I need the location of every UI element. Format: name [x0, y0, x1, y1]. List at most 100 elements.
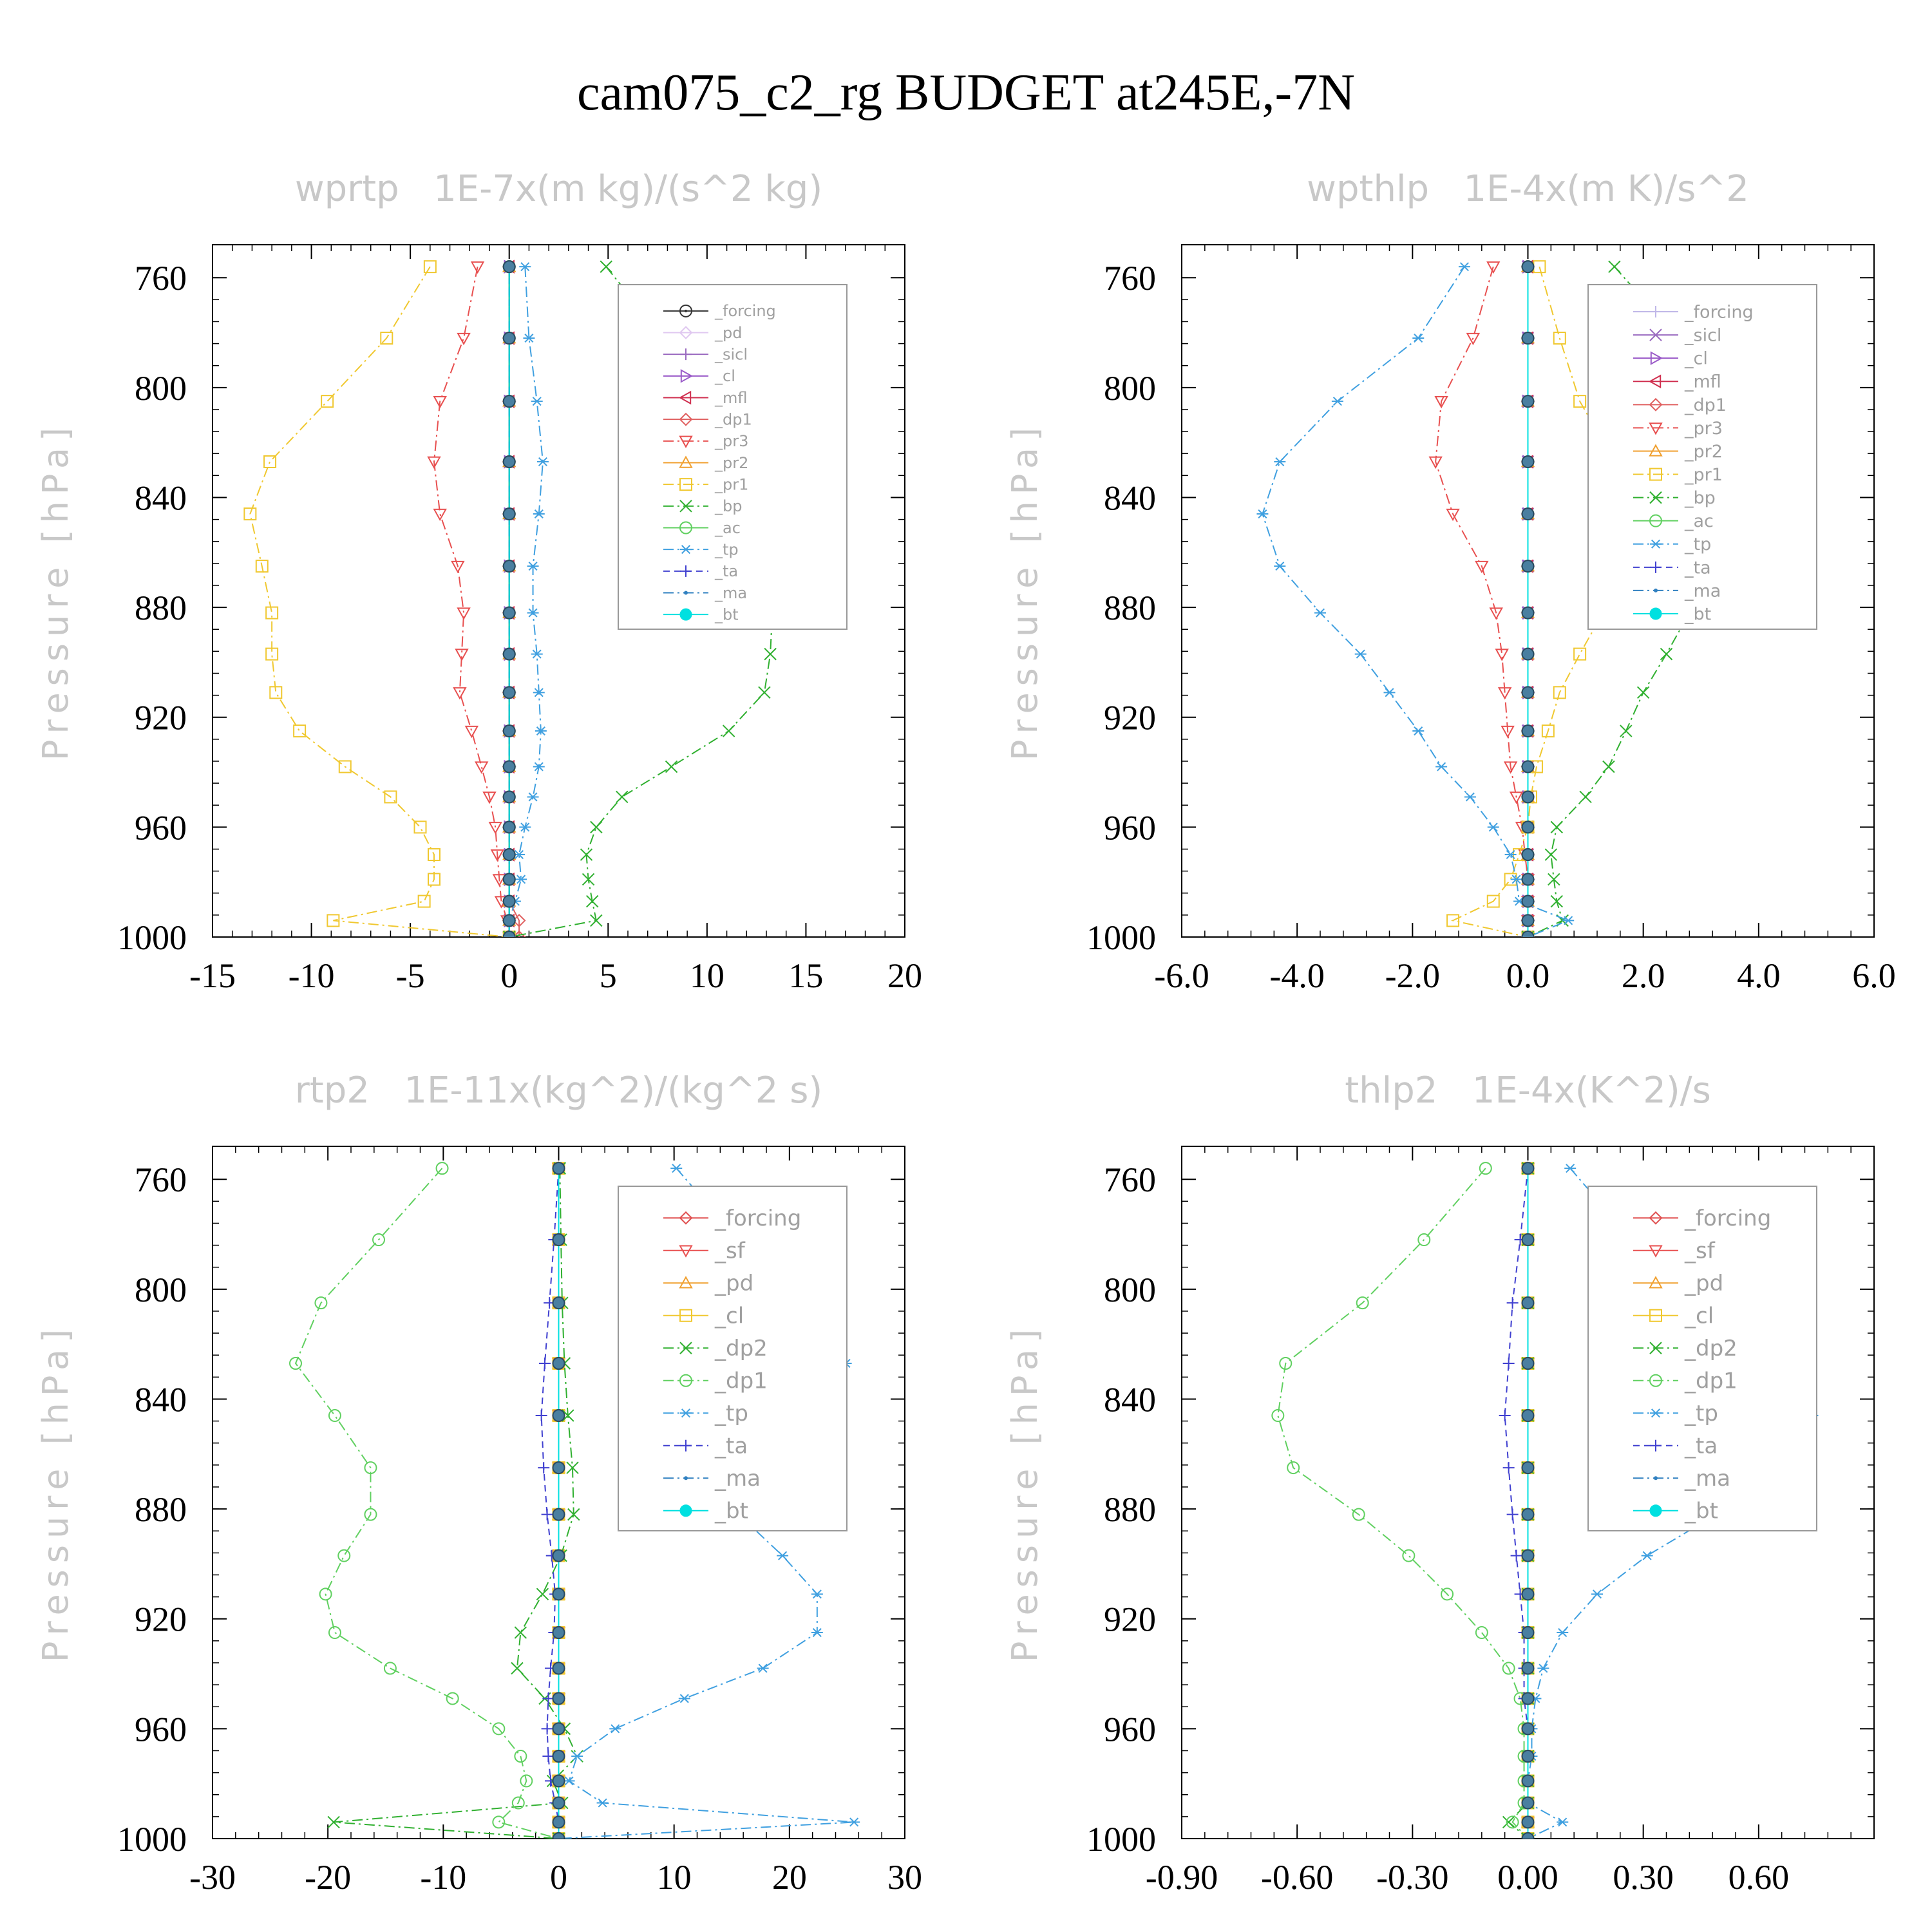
series-line [294, 1168, 559, 1839]
x-tick-label: -20 [305, 1858, 351, 1897]
y-tick-label: 880 [135, 1490, 187, 1529]
x-tick-label: -6.0 [1154, 956, 1209, 995]
data-point [552, 1750, 565, 1763]
legend-label: _pd [714, 1271, 753, 1296]
legend-item: _forcing [1633, 302, 1754, 322]
series-dp1 [502, 260, 526, 937]
zero-markers [502, 260, 516, 937]
chart-panel-3: -30 -20 -10 0 10 20 30 760 800 840 880 920 960 1000 rt… [35, 1070, 922, 1897]
x-tick-label: 2.0 [1622, 956, 1665, 995]
data-point [457, 607, 471, 620]
legend-item: _bp [1633, 488, 1716, 508]
plot-area [1271, 1161, 1819, 1839]
figure-title: cam075_c2_rg BUDGET at245E,-7N [577, 64, 1355, 121]
legend-item: _forcing [1633, 1206, 1771, 1231]
data-point [475, 761, 489, 774]
data-point [488, 822, 502, 835]
series-dp2 [1502, 1162, 1535, 1839]
data-point [433, 395, 447, 409]
legend-marker [679, 1211, 693, 1225]
data-point [1446, 508, 1460, 522]
legend-item: _cl [1633, 349, 1708, 369]
series-line [433, 266, 510, 937]
legend-item: _dp2 [663, 1336, 768, 1361]
data-point [1521, 395, 1535, 408]
data-point [1510, 875, 1522, 884]
y-axis-label: Pressure [hPa] [1005, 1323, 1045, 1662]
legend-item: _dp1 [663, 1368, 768, 1394]
data-point [502, 760, 516, 773]
data-point [527, 562, 539, 571]
data-point [1428, 456, 1443, 469]
legend-label: _forcing [714, 1206, 801, 1231]
data-point [542, 1692, 554, 1705]
data-point [464, 725, 479, 739]
data-point [1557, 1628, 1569, 1638]
y-tick-label: 1000 [117, 918, 187, 957]
data-point [243, 507, 257, 521]
legend-marker [680, 565, 692, 577]
series-line [334, 1168, 578, 1839]
data-point [1446, 914, 1460, 927]
data-point [1521, 560, 1535, 573]
legend-marker [679, 1309, 692, 1322]
data-point [567, 1508, 580, 1521]
data-point [502, 873, 516, 886]
legend-label: _pr3 [714, 432, 748, 450]
y-tick-label: 760 [135, 1160, 187, 1199]
data-point [519, 262, 531, 272]
legend-label: _dp1 [1684, 395, 1727, 415]
data-point [380, 332, 393, 345]
x-tick-label: -2.0 [1385, 956, 1440, 995]
legend-item: _bp [663, 497, 742, 515]
data-point [1314, 608, 1326, 618]
legend-marker [679, 500, 692, 513]
data-point [566, 1461, 579, 1474]
data-point [533, 509, 545, 519]
data-point [552, 1162, 565, 1175]
legend-marker [1649, 397, 1663, 412]
data-point [571, 1752, 583, 1761]
data-point [1501, 725, 1515, 739]
data-point [502, 914, 516, 927]
data-point [428, 873, 440, 886]
data-point [552, 1692, 565, 1705]
legend-item: _dp1 [1633, 1368, 1738, 1394]
panel-title: rtp2 1E-11x(kg^2)/(kg^2 s) [295, 1070, 822, 1112]
data-point [511, 1796, 525, 1810]
data-point [582, 873, 595, 886]
data-point [1521, 686, 1535, 699]
y-tick-label: 1000 [1086, 1820, 1156, 1859]
panel-title: wpthlp 1E-4x(m K)/s^2 [1307, 168, 1749, 210]
data-point [1608, 260, 1621, 273]
data-point [502, 507, 516, 521]
legend-item: _dp1 [663, 411, 752, 429]
legend-item: _tp [1633, 1401, 1718, 1426]
data-point [427, 456, 441, 469]
data-point [541, 1508, 553, 1520]
data-point [383, 1662, 397, 1675]
legend-marker [1650, 561, 1662, 573]
data-point [552, 1461, 565, 1475]
data-point [263, 455, 277, 469]
x-tick-label: 0 [550, 1858, 567, 1897]
series-line [508, 267, 544, 937]
data-point [1541, 724, 1555, 738]
data-point [1287, 1461, 1300, 1475]
data-point [552, 1587, 565, 1601]
data-point [580, 848, 593, 861]
data-point [502, 895, 516, 908]
data-point [1521, 1750, 1535, 1763]
legend-item: _pr1 [663, 476, 748, 494]
data-point [470, 261, 485, 274]
legend-label: _forcing [714, 302, 776, 320]
data-point [417, 895, 431, 908]
legend-item: _cl [663, 367, 735, 385]
legend-label: _tp [714, 541, 739, 559]
legend-label: _cl [714, 1303, 744, 1329]
y-tick-label: 840 [135, 1380, 187, 1419]
data-point [364, 1461, 377, 1475]
legend-item: _tp [663, 1401, 748, 1426]
y-tick-label: 880 [135, 589, 187, 627]
legend-item: _ta [663, 1434, 748, 1459]
